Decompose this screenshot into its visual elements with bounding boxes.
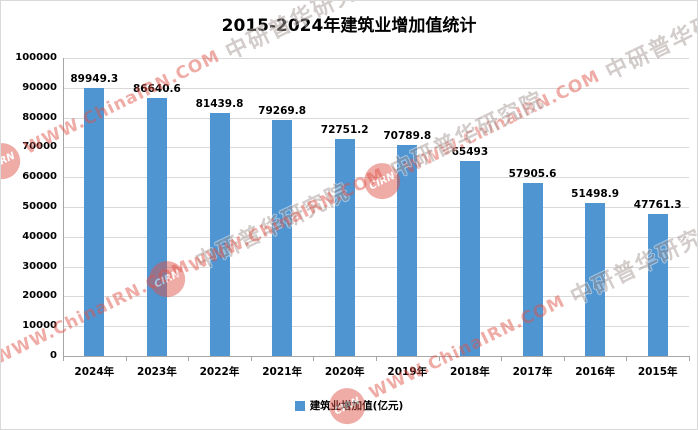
bar-value-label: 79269.8: [258, 105, 306, 117]
y-axis-tick-label: 20000: [22, 290, 57, 302]
bar-value-label: 89949.3: [70, 73, 119, 85]
bar: [459, 161, 480, 356]
bar: [209, 113, 230, 356]
gridline: [63, 147, 689, 149]
y-axis-tick-label: 10000: [22, 320, 57, 332]
y-axis-tick-label: 70000: [22, 141, 57, 153]
y-axis-tick-label: 0: [50, 350, 57, 361]
gridline: [63, 296, 689, 298]
bar-value-label: 70789.8: [383, 130, 432, 142]
y-axis-tick-label: 60000: [22, 171, 57, 183]
gridline: [63, 236, 689, 238]
y-axis-tick-label: 50000: [22, 201, 57, 212]
bar-value-label: 81439.8: [195, 98, 244, 110]
x-axis-tick: [125, 357, 127, 361]
gridline: [63, 326, 689, 328]
gridline: [63, 207, 689, 208]
x-axis-label: 2019年: [387, 366, 428, 378]
bar: [84, 88, 105, 356]
x-axis-tick: [313, 357, 315, 361]
bar-value-label: 57905.6: [508, 168, 557, 180]
legend-label: 建筑业增加值(亿元): [309, 400, 404, 412]
x-axis-tick: [563, 357, 565, 361]
bar-value-label: 72751.2: [320, 124, 369, 136]
gridline: [63, 117, 689, 119]
x-axis-tick: [188, 357, 190, 361]
legend-swatch: [294, 400, 305, 411]
y-axis-tick-label: 100000: [15, 52, 57, 63]
gridline: [63, 266, 689, 268]
bar: [585, 203, 606, 356]
gridline: [63, 58, 689, 59]
watermark-url-text: WWW.ChinaIRN.COM: [401, 66, 604, 179]
bar-value-label: 47761.3: [633, 199, 682, 211]
x-axis-label: 2024年: [74, 366, 115, 378]
bar: [647, 214, 668, 356]
x-axis-label: 2021年: [262, 366, 302, 378]
x-axis-label: 2020年: [324, 366, 365, 378]
x-axis-tick: [250, 357, 252, 361]
gridline: [63, 87, 689, 89]
x-axis-label: 2023年: [137, 366, 177, 378]
x-axis-line: [63, 356, 690, 357]
x-axis-tick: [689, 357, 690, 361]
bar: [334, 139, 355, 356]
x-axis-tick: [438, 357, 440, 361]
bar: [272, 120, 293, 356]
bar-value-label: 86640.6: [132, 83, 181, 95]
y-axis-tick-label: 80000: [22, 111, 57, 123]
y-axis-tick-label: 90000: [22, 81, 57, 93]
x-axis-label: 2015年: [637, 366, 678, 378]
y-axis-line: [63, 58, 64, 356]
bar-value-label: 51498.9: [571, 188, 619, 200]
bar: [397, 145, 418, 356]
bar-value-label: 65493: [451, 146, 489, 158]
x-axis-tick: [626, 357, 628, 361]
watermark: CIRN WWW.ChinaIRN.COM 中研普华研究院: [323, 207, 697, 429]
x-axis-label: 2022年: [199, 366, 240, 378]
x-axis-tick: [501, 357, 503, 361]
legend: 建筑业增加值(亿元): [1, 398, 697, 413]
y-axis-tick-label: 40000: [22, 230, 57, 242]
bar: [146, 98, 167, 356]
y-axis-tick-label: 30000: [22, 260, 57, 272]
x-axis-tick: [376, 357, 377, 361]
chart-title: 2015-2024年建筑业增加值统计: [221, 16, 477, 36]
x-axis-label: 2017年: [512, 366, 553, 378]
gridline: [63, 177, 689, 179]
x-axis-tick: [63, 357, 64, 361]
bar: [522, 183, 543, 356]
x-axis-label: 2018年: [450, 366, 490, 378]
x-axis-label: 2016年: [575, 366, 615, 378]
